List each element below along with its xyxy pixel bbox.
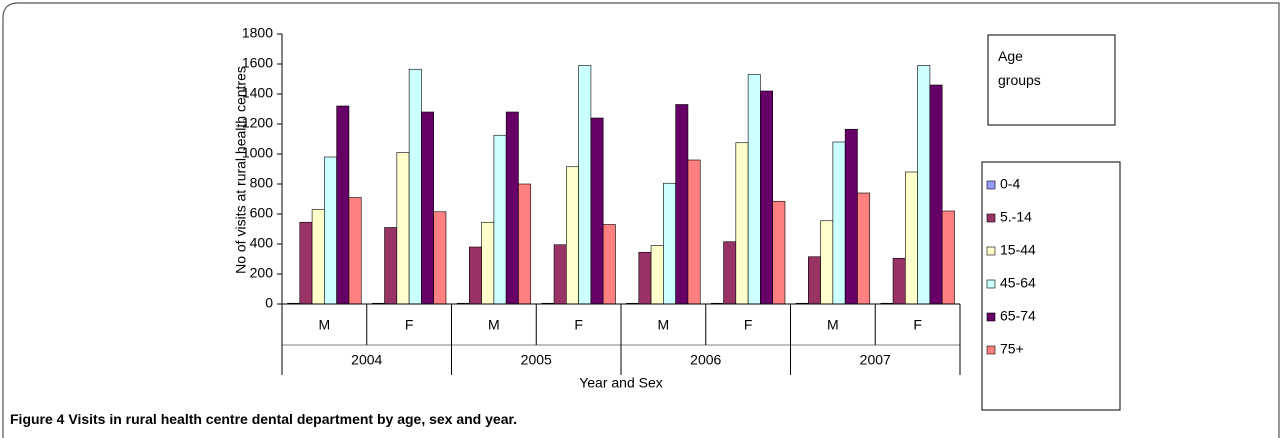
bar bbox=[735, 142, 749, 305]
y-tick-label: 200 bbox=[250, 265, 274, 281]
legend-label: 75+ bbox=[1000, 341, 1024, 357]
bar bbox=[929, 84, 943, 305]
bar bbox=[663, 182, 676, 305]
y-tick-label: 1800 bbox=[242, 25, 273, 41]
x-tick-label: M bbox=[827, 317, 839, 333]
x-tick-label: M bbox=[488, 317, 500, 333]
legend-label: 65-74 bbox=[1000, 308, 1036, 324]
bar bbox=[650, 245, 664, 305]
bar bbox=[892, 257, 906, 305]
y-tick-label: 1400 bbox=[242, 85, 273, 101]
bar bbox=[590, 117, 604, 305]
bar bbox=[348, 197, 362, 305]
y-tick-label: 800 bbox=[250, 175, 274, 191]
legend-swatch bbox=[986, 246, 996, 256]
x-tick-label: F bbox=[574, 317, 583, 333]
x-tick-label: M bbox=[319, 317, 331, 333]
bar bbox=[857, 192, 871, 305]
bar bbox=[324, 156, 337, 305]
bar bbox=[408, 68, 422, 305]
caption-text: Visits in rural health centre dental dep… bbox=[68, 411, 518, 427]
bar bbox=[941, 210, 955, 305]
bar bbox=[917, 65, 931, 305]
legend-title: Age groups bbox=[998, 48, 1041, 88]
bar bbox=[553, 244, 567, 305]
bar bbox=[772, 200, 786, 305]
x-axis-title: Year and Sex bbox=[579, 375, 663, 391]
y-axis-title: No of visits at rural health centres bbox=[233, 66, 249, 274]
bar bbox=[747, 74, 761, 305]
y-tick-label: 400 bbox=[250, 235, 274, 251]
bar bbox=[336, 105, 350, 305]
bar bbox=[566, 166, 579, 305]
bar bbox=[311, 209, 325, 305]
caption-label: Figure 4 bbox=[10, 411, 65, 427]
legend-swatch bbox=[986, 180, 996, 190]
legend-swatch bbox=[986, 279, 996, 289]
bar bbox=[687, 159, 701, 305]
y-tick-label: 1600 bbox=[242, 55, 273, 71]
bar bbox=[493, 134, 507, 305]
x-group-label: 2007 bbox=[860, 352, 891, 368]
legend-label: 15-44 bbox=[1000, 242, 1036, 258]
bar bbox=[433, 211, 447, 305]
bar bbox=[638, 251, 652, 305]
bar bbox=[723, 241, 737, 305]
legend-swatch bbox=[986, 213, 996, 223]
x-tick-label: M bbox=[658, 317, 670, 333]
legend-title-box bbox=[987, 34, 1116, 126]
legend-swatch bbox=[986, 345, 996, 355]
x-group-label: 2006 bbox=[690, 352, 721, 368]
bar bbox=[481, 221, 495, 305]
x-tick-label: F bbox=[913, 317, 922, 333]
bar bbox=[578, 65, 592, 305]
bar bbox=[299, 221, 313, 305]
bar bbox=[832, 141, 846, 305]
legend-swatch bbox=[986, 312, 996, 322]
bar bbox=[468, 246, 482, 305]
x-group-label: 2005 bbox=[521, 352, 552, 368]
y-tick-label: 0 bbox=[265, 295, 273, 311]
x-tick-label: F bbox=[744, 317, 753, 333]
bar bbox=[820, 220, 834, 305]
y-tick-label: 600 bbox=[250, 205, 274, 221]
caption: Figure 4 Visits in rural health centre d… bbox=[10, 411, 517, 427]
bar bbox=[505, 111, 519, 305]
bar bbox=[675, 104, 689, 305]
bar bbox=[518, 183, 532, 305]
y-tick-label: 1000 bbox=[242, 145, 273, 161]
legend-label: 0-4 bbox=[1000, 176, 1020, 192]
bar bbox=[384, 227, 398, 305]
bar bbox=[807, 256, 821, 305]
x-tick-label: F bbox=[405, 317, 414, 333]
bar bbox=[602, 224, 616, 305]
bar bbox=[396, 152, 410, 305]
bar bbox=[905, 171, 918, 305]
bar bbox=[421, 111, 435, 305]
bar bbox=[844, 128, 858, 305]
legend-label: 45-64 bbox=[1000, 275, 1036, 291]
y-tick-label: 1200 bbox=[242, 115, 273, 131]
x-group-label: 2004 bbox=[351, 352, 382, 368]
legend-box bbox=[981, 161, 1121, 411]
legend-label: 5.-14 bbox=[1000, 209, 1032, 225]
bar bbox=[760, 90, 774, 305]
